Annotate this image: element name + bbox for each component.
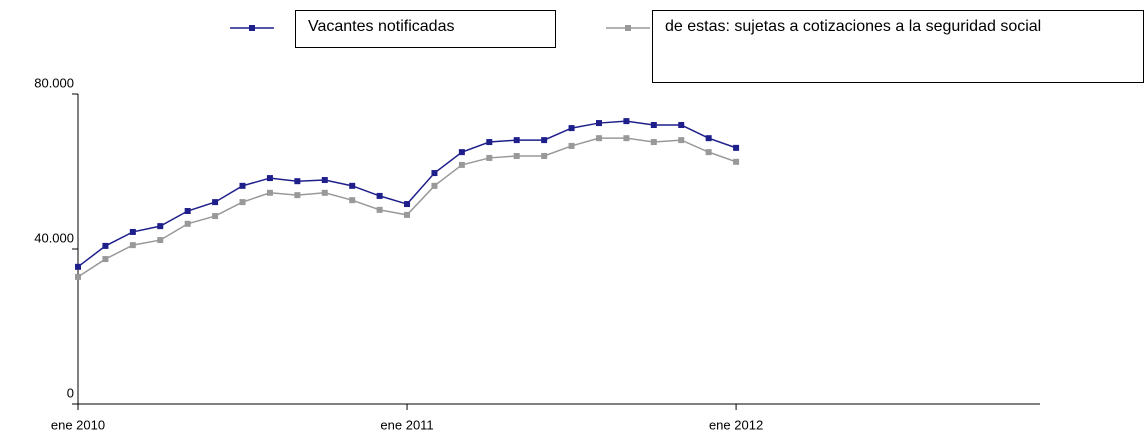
- y-tick-label: 40.000: [34, 230, 74, 245]
- y-tick-label: 0: [67, 385, 74, 400]
- point: [513, 153, 520, 159]
- point: [541, 153, 548, 159]
- point: [349, 197, 356, 204]
- series-line: [77, 120, 737, 268]
- point: [75, 263, 81, 270]
- point: [157, 223, 164, 230]
- y-tick-label: 80.000: [34, 75, 74, 90]
- point: [678, 122, 685, 128]
- point: [184, 220, 191, 227]
- point: [705, 135, 712, 142]
- point: [184, 208, 191, 215]
- point: [212, 213, 219, 220]
- series-line: [77, 137, 737, 278]
- point: [623, 135, 630, 142]
- x-tick-label: ene 2012: [709, 417, 763, 432]
- point: [568, 142, 575, 149]
- point: [129, 242, 136, 249]
- point: [733, 158, 740, 165]
- x-tick-label: ene 2011: [380, 417, 433, 432]
- legend-swatch: [625, 25, 631, 31]
- point: [404, 211, 411, 218]
- point: [239, 199, 246, 206]
- point: [458, 161, 465, 168]
- legend-label: Vacantes notificadas: [295, 10, 556, 48]
- point: [486, 139, 493, 146]
- point: [239, 182, 246, 189]
- point: [321, 177, 328, 184]
- point: [294, 192, 301, 199]
- point: [595, 135, 602, 142]
- point: [376, 206, 383, 213]
- point: [349, 182, 356, 189]
- point: [568, 125, 575, 132]
- point: [102, 256, 109, 263]
- point: [404, 201, 411, 208]
- point: [513, 137, 520, 144]
- point: [157, 237, 164, 244]
- point: [595, 120, 602, 127]
- point: [431, 170, 438, 177]
- point: [650, 122, 657, 128]
- legend-swatch: [249, 25, 255, 31]
- legend-label: de estas: sujetas a cotizaciones a la se…: [652, 10, 1144, 83]
- point: [129, 228, 136, 235]
- point: [75, 273, 81, 280]
- point: [541, 137, 548, 144]
- point: [486, 154, 493, 161]
- point: [266, 189, 273, 196]
- point: [102, 242, 109, 249]
- point: [733, 144, 740, 151]
- x-tick-label: ene 2010: [51, 417, 105, 432]
- point: [705, 149, 712, 156]
- point: [458, 149, 465, 156]
- point: [212, 199, 219, 206]
- point: [431, 182, 438, 189]
- point: [376, 192, 383, 199]
- point: [294, 178, 301, 185]
- point: [623, 118, 630, 125]
- point: [266, 175, 273, 182]
- point: [650, 139, 657, 146]
- point: [678, 137, 685, 144]
- point: [321, 189, 328, 196]
